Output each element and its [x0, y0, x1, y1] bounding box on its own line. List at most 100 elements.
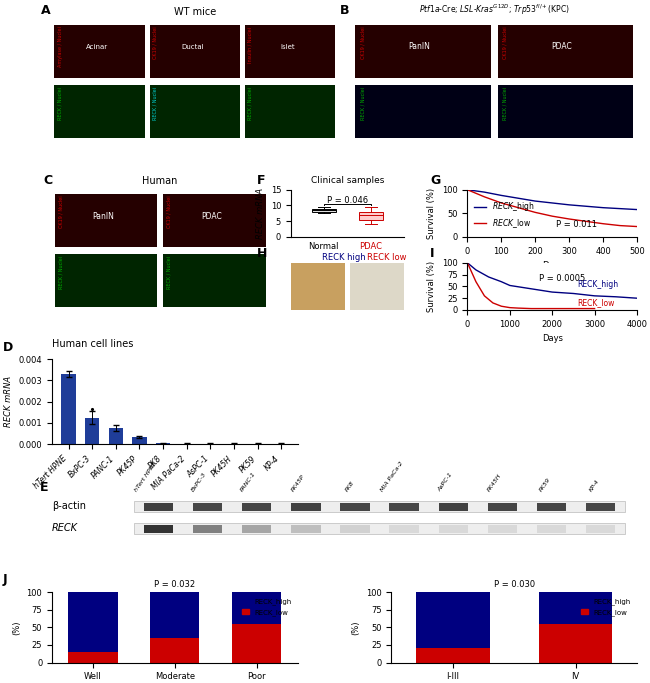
Text: P = 0.030: P = 0.030	[493, 580, 535, 589]
Bar	[242, 503, 272, 511]
Bar	[134, 523, 625, 534]
Y-axis label: RECK mRNA: RECK mRNA	[256, 188, 265, 239]
Text: Ductal: Ductal	[181, 44, 203, 51]
Bar	[586, 503, 616, 511]
Bar	[55, 85, 145, 138]
Bar	[55, 25, 145, 78]
Bar	[416, 592, 489, 648]
Text: PK59: PK59	[538, 476, 552, 492]
Bar	[232, 592, 281, 624]
Text: RECK / Nuclei: RECK / Nuclei	[503, 87, 508, 120]
Y-axis label: (%): (%)	[12, 620, 21, 635]
Text: Clinical samples: Clinical samples	[311, 176, 384, 185]
Bar	[55, 194, 157, 247]
Text: PDAC: PDAC	[552, 42, 573, 51]
Text: PDAC: PDAC	[202, 212, 222, 221]
Text: RECK: RECK	[52, 523, 78, 533]
Text: CK19 / Nuclei: CK19 / Nuclei	[360, 27, 365, 59]
Text: PANC-1: PANC-1	[239, 471, 257, 492]
Bar	[498, 85, 634, 138]
Text: PK45H: PK45H	[486, 473, 502, 492]
Text: RECK / Nuclei: RECK / Nuclei	[58, 256, 64, 289]
Bar	[498, 25, 634, 78]
Text: D: D	[3, 341, 13, 354]
Bar	[150, 592, 200, 638]
PathPatch shape	[312, 208, 335, 212]
Text: $Ptf1a$-Cre; $LSL$-$Kras^{G12D}$; $Trp53^{fl/+}$(KPC): $Ptf1a$-Cre; $LSL$-$Kras^{G12D}$; $Trp53…	[419, 3, 570, 17]
Text: RECK_low: RECK_low	[578, 298, 615, 307]
Y-axis label: (%): (%)	[351, 620, 360, 635]
Bar	[291, 503, 320, 511]
Bar	[341, 525, 370, 533]
Bar	[133, 436, 146, 444]
Bar	[291, 525, 320, 533]
Bar	[389, 503, 419, 511]
Text: RECK / Nuclei: RECK / Nuclei	[166, 256, 172, 289]
Text: H: H	[257, 247, 267, 260]
Bar	[244, 25, 335, 78]
Bar	[150, 25, 240, 78]
Text: CK19 / Nuclei: CK19 / Nuclei	[503, 27, 508, 59]
Text: F: F	[257, 174, 265, 187]
Text: RECK_high: RECK_high	[578, 280, 619, 290]
Bar	[150, 85, 240, 138]
Bar	[68, 592, 118, 652]
Bar	[68, 652, 118, 663]
Bar	[156, 443, 170, 444]
X-axis label: Days: Days	[541, 334, 563, 344]
Bar	[389, 525, 419, 533]
Bar	[291, 263, 344, 310]
Text: PK8: PK8	[344, 479, 355, 492]
Bar	[350, 263, 404, 310]
Bar	[109, 428, 123, 444]
Bar	[537, 503, 566, 511]
Text: PanIN: PanIN	[408, 42, 430, 51]
Text: Islet: Islet	[280, 44, 294, 51]
Bar	[488, 525, 517, 533]
Text: E: E	[40, 481, 49, 494]
Bar	[144, 525, 173, 533]
Text: CK19 / Nuclei: CK19 / Nuclei	[166, 196, 172, 228]
Text: BxPC-3: BxPC-3	[190, 471, 207, 492]
Text: P = 0.032: P = 0.032	[154, 580, 196, 589]
Text: J: J	[3, 572, 7, 585]
Text: MIA PaCa-2: MIA PaCa-2	[380, 460, 404, 492]
Bar	[341, 503, 370, 511]
Text: I: I	[430, 247, 435, 260]
Bar	[134, 501, 625, 512]
Text: RECK high: RECK high	[322, 253, 366, 262]
X-axis label: Days: Days	[541, 261, 563, 270]
Y-axis label: Survival (%): Survival (%)	[428, 188, 436, 239]
Bar	[55, 254, 157, 307]
Text: Human: Human	[142, 176, 178, 186]
Bar	[355, 85, 491, 138]
Legend: $RECK$_high, $RECK$_low: $RECK$_high, $RECK$_low	[471, 197, 538, 233]
Bar	[242, 525, 272, 533]
Text: Amylase / Nuclei: Amylase / Nuclei	[58, 27, 62, 68]
Text: RECK / Nuclei: RECK / Nuclei	[58, 87, 62, 120]
Text: RECK / Nuclei: RECK / Nuclei	[360, 87, 365, 120]
Text: WT mice: WT mice	[174, 7, 216, 17]
Bar	[85, 417, 99, 444]
Text: RECK low: RECK low	[367, 253, 407, 262]
Text: A: A	[40, 5, 50, 18]
Text: Insulin / Nuclei: Insulin / Nuclei	[248, 27, 253, 63]
Bar	[244, 85, 335, 138]
Bar	[537, 525, 566, 533]
Text: B: B	[340, 5, 350, 18]
Bar	[439, 503, 468, 511]
Text: PK45P: PK45P	[291, 473, 306, 492]
Text: G: G	[430, 174, 441, 187]
Text: P = 0.046: P = 0.046	[327, 196, 368, 205]
Bar	[62, 374, 75, 444]
Text: P = 0.011: P = 0.011	[556, 219, 597, 229]
Bar	[416, 648, 489, 663]
Bar	[163, 194, 266, 247]
Text: KP-4: KP-4	[589, 478, 601, 492]
Y-axis label: Survival (%): Survival (%)	[428, 261, 436, 312]
Bar	[355, 25, 491, 78]
PathPatch shape	[359, 212, 383, 220]
Text: CK19 / Nuclei: CK19 / Nuclei	[58, 196, 64, 228]
Bar	[539, 624, 612, 663]
Bar	[144, 503, 173, 511]
